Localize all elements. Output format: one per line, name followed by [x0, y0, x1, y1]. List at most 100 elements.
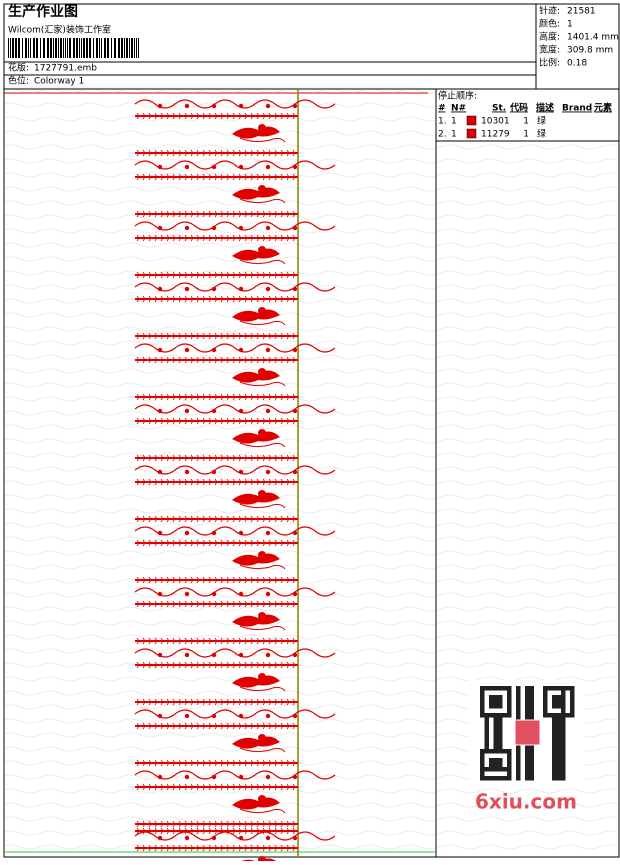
- stitch: [250, 600, 254, 608]
- stitch: [226, 515, 230, 523]
- stitch: [268, 827, 272, 835]
- stitch: [214, 112, 218, 120]
- dot: [265, 408, 271, 414]
- stitch: [250, 210, 254, 218]
- stitch: [232, 827, 236, 835]
- stitch: [208, 417, 212, 425]
- stem: [239, 320, 286, 326]
- count: 1: [523, 117, 529, 127]
- bar: [124, 38, 125, 58]
- bud: [258, 795, 266, 803]
- stitch: [154, 759, 158, 767]
- stitch: [268, 820, 272, 828]
- qr-module: [570, 690, 575, 695]
- stitch: [172, 356, 176, 364]
- stitch: [280, 759, 284, 767]
- dot: [238, 103, 244, 109]
- stitch: [226, 417, 230, 425]
- stitch: [250, 759, 254, 767]
- bar: [8, 38, 9, 58]
- stitch: [160, 600, 164, 608]
- column-header: 描述: [536, 102, 554, 114]
- stitch: [190, 210, 194, 218]
- stitch: [148, 722, 152, 730]
- wave: [134, 831, 336, 841]
- qr-module: [480, 762, 485, 767]
- qr-module: [498, 744, 503, 749]
- qr-module: [556, 758, 561, 763]
- bar: [136, 38, 137, 58]
- stitch: [184, 173, 188, 181]
- stitch: [262, 576, 266, 584]
- stitch: [256, 698, 260, 706]
- qr-module: [543, 690, 548, 695]
- stitch: [214, 515, 218, 523]
- code: 11279: [481, 130, 510, 140]
- stitch: [274, 661, 278, 669]
- qr-module: [484, 740, 489, 745]
- stitch: [286, 539, 290, 547]
- bar: [131, 38, 133, 58]
- qr-module: [480, 749, 485, 754]
- stitch: [286, 356, 290, 364]
- stitch: [226, 827, 230, 835]
- stitch: [178, 454, 182, 462]
- dot: [184, 347, 190, 353]
- stitch: [172, 295, 176, 303]
- qr-module: [552, 717, 557, 722]
- stitch: [232, 637, 236, 645]
- stitch: [286, 783, 290, 791]
- bud: [258, 368, 266, 376]
- stitch: [154, 332, 158, 340]
- qr-module: [489, 704, 494, 709]
- qr-module: [498, 735, 503, 740]
- stitch: [268, 234, 272, 242]
- stitch: [208, 827, 212, 835]
- stitch: [136, 149, 140, 157]
- stitch: [148, 295, 152, 303]
- bar: [53, 38, 54, 58]
- qr-module: [529, 767, 534, 772]
- stitch: [262, 844, 266, 852]
- column-header: N#: [451, 104, 466, 114]
- stitch: [238, 844, 242, 852]
- stitch: [238, 454, 242, 462]
- stitch: [154, 271, 158, 279]
- stitch: [166, 661, 170, 669]
- stitch: [154, 576, 158, 584]
- stitch: [184, 722, 188, 730]
- stitch: [280, 234, 284, 242]
- qr-module: [498, 695, 503, 700]
- stitch: [274, 393, 278, 401]
- stitch: [190, 844, 194, 852]
- stitch: [280, 698, 284, 706]
- stem: [239, 259, 286, 265]
- dot: [211, 591, 217, 597]
- stitch: [274, 454, 278, 462]
- stitch: [214, 600, 218, 608]
- stitch: [244, 234, 248, 242]
- qr-module: [552, 740, 557, 745]
- stitch: [250, 576, 254, 584]
- qr-module: [493, 695, 498, 700]
- stitch: [184, 539, 188, 547]
- stitch: [256, 827, 260, 835]
- bar: [12, 38, 14, 58]
- qr-module: [552, 762, 557, 767]
- qr-module: [516, 695, 521, 700]
- qr-module: [484, 767, 489, 772]
- qr-module: [498, 722, 503, 727]
- dot: [238, 225, 244, 231]
- stitch: [190, 661, 194, 669]
- stitch: [292, 600, 296, 608]
- stitch: [196, 417, 200, 425]
- qr-module: [529, 753, 534, 758]
- stitch: [220, 478, 224, 486]
- stitch: [136, 417, 140, 425]
- wave: [134, 648, 336, 658]
- stitch: [142, 844, 146, 852]
- dot: [238, 713, 244, 719]
- stitch: [268, 356, 272, 364]
- wave: [134, 282, 336, 292]
